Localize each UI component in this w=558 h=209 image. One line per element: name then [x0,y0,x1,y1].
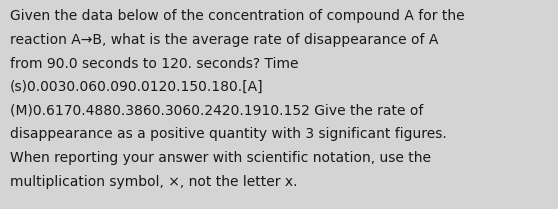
Text: Given the data below of the concentration of compound A for the: Given the data below of the concentratio… [10,9,465,23]
Text: disappearance as a positive quantity with 3 significant figures.: disappearance as a positive quantity wit… [10,127,447,141]
Text: When reporting your answer with scientific notation, use the: When reporting your answer with scientif… [10,151,431,165]
Text: (M)0.6170.4880.3860.3060.2420.1910.152 Give the rate of: (M)0.6170.4880.3860.3060.2420.1910.152 G… [10,104,424,118]
Text: (s)0.0030.060.090.0120.150.180.[A]: (s)0.0030.060.090.0120.150.180.[A] [10,80,264,94]
Text: multiplication symbol, ×, not the letter x.: multiplication symbol, ×, not the letter… [10,175,297,189]
Text: from 90.0 seconds to 120. seconds? Time: from 90.0 seconds to 120. seconds? Time [10,57,299,71]
Text: reaction A→B, what is the average rate of disappearance of A: reaction A→B, what is the average rate o… [10,33,439,47]
